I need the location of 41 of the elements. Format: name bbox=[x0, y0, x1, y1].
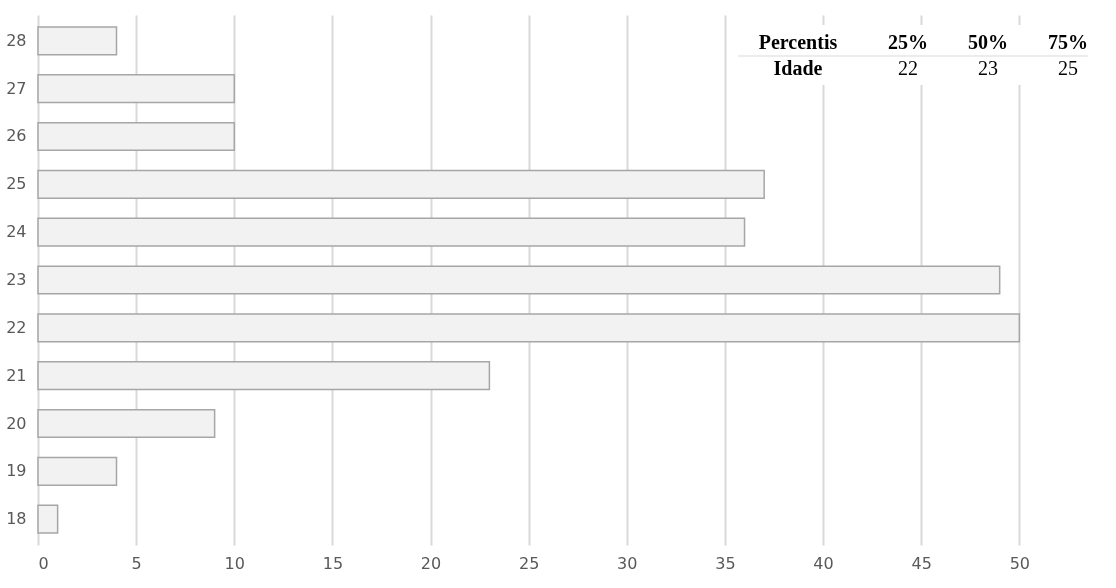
annotation: 23 bbox=[978, 57, 998, 79]
bar bbox=[37, 169, 765, 199]
annotation: Percentis bbox=[758, 31, 838, 53]
x-tick-label: 10 bbox=[224, 553, 245, 573]
x-tick-label: 35 bbox=[715, 553, 736, 573]
y-tick-label: 21 bbox=[6, 365, 27, 385]
bar bbox=[37, 456, 118, 486]
y-tick-label: 19 bbox=[6, 461, 27, 481]
annotation: 50% bbox=[968, 31, 1008, 53]
annotation: 25% bbox=[888, 31, 928, 53]
bar bbox=[37, 217, 746, 247]
y-tick-label: 27 bbox=[6, 78, 27, 98]
x-tick-label: 15 bbox=[322, 553, 344, 573]
bar bbox=[37, 265, 1001, 295]
annotation: 25 bbox=[1058, 57, 1078, 79]
x-tick-label: 50 bbox=[1009, 553, 1030, 573]
annotation: Idade bbox=[773, 57, 823, 79]
bar bbox=[37, 313, 1021, 343]
y-tick-label: 28 bbox=[6, 30, 27, 50]
bar bbox=[37, 408, 216, 439]
annotation: 75% bbox=[1048, 31, 1088, 53]
bar bbox=[37, 504, 59, 534]
y-tick-label: 24 bbox=[6, 222, 27, 242]
x-tick-label: 45 bbox=[911, 553, 932, 573]
annotation: 22 bbox=[898, 57, 918, 79]
y-tick-label: 25 bbox=[6, 174, 27, 194]
y-tick-label: 22 bbox=[6, 317, 27, 337]
bar bbox=[37, 361, 491, 391]
y-tick-label: 23 bbox=[6, 270, 27, 289]
y-tick-label: 18 bbox=[6, 509, 27, 529]
y-tick-label: 20 bbox=[6, 413, 27, 433]
x-tick-label: 25 bbox=[518, 553, 540, 573]
x-tick-label: 5 bbox=[131, 553, 142, 573]
x-tick-label: 0 bbox=[38, 553, 49, 573]
y-tick-label: 26 bbox=[6, 126, 27, 146]
x-tick-label: 40 bbox=[813, 553, 834, 573]
x-tick-label: 30 bbox=[617, 553, 638, 573]
x-tick-label: 20 bbox=[420, 553, 442, 573]
bar bbox=[37, 121, 236, 152]
bar bbox=[37, 26, 118, 56]
bar bbox=[37, 74, 236, 104]
